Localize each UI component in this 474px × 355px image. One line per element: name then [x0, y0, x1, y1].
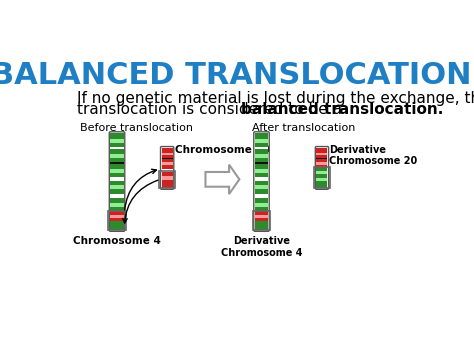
Bar [110, 154, 124, 158]
Text: BALANCED TRANSLOCATION: BALANCED TRANSLOCATION [0, 61, 472, 91]
Bar [255, 185, 268, 189]
Bar [110, 164, 124, 169]
Polygon shape [205, 165, 239, 194]
Bar [110, 139, 124, 143]
Bar [110, 203, 124, 207]
Bar [162, 162, 173, 165]
Bar [314, 167, 330, 188]
Bar [110, 218, 124, 222]
Bar [110, 143, 124, 147]
Bar [110, 162, 124, 164]
Bar [110, 207, 124, 211]
Bar [255, 154, 268, 158]
Bar [255, 133, 268, 139]
Bar [255, 222, 268, 230]
Text: After translocation: After translocation [252, 122, 355, 132]
Bar [110, 147, 124, 149]
Bar [162, 172, 173, 176]
Text: balanced translocation.: balanced translocation. [241, 102, 443, 117]
Text: translocation is considered to be a: translocation is considered to be a [77, 102, 347, 117]
Bar [110, 198, 124, 203]
FancyArrowPatch shape [123, 180, 158, 223]
Bar [255, 211, 268, 215]
Text: If no genetic material is lost during the exchange, the: If no genetic material is lost during th… [77, 91, 474, 106]
Bar [108, 211, 126, 230]
Bar [255, 177, 268, 181]
Text: Chromosome 20: Chromosome 20 [174, 145, 270, 155]
Bar [110, 222, 124, 230]
FancyArrowPatch shape [125, 169, 156, 210]
Bar [255, 173, 268, 177]
Bar [162, 165, 173, 169]
Bar [317, 178, 328, 181]
Bar [255, 169, 268, 173]
Bar [317, 174, 328, 178]
Bar [317, 155, 328, 158]
Bar [110, 194, 124, 198]
Bar [110, 158, 124, 162]
Bar [110, 211, 124, 215]
Bar [255, 143, 268, 147]
Bar [317, 158, 328, 159]
Bar [317, 165, 328, 168]
Bar [255, 215, 268, 218]
Bar [317, 171, 328, 174]
Bar [255, 147, 268, 149]
Bar [110, 133, 124, 139]
Text: Derivative
Chromosome 20: Derivative Chromosome 20 [329, 145, 418, 166]
Bar [110, 185, 124, 189]
Bar [255, 162, 268, 164]
Text: Derivative
Chromosome 4: Derivative Chromosome 4 [221, 236, 302, 258]
Bar [110, 215, 124, 218]
Bar [162, 176, 173, 180]
Bar [162, 159, 173, 162]
Bar [255, 139, 268, 143]
Bar [255, 149, 268, 154]
Bar [255, 181, 268, 185]
Bar [317, 162, 328, 165]
Bar [255, 198, 268, 203]
Bar [317, 181, 328, 188]
Bar [255, 207, 268, 211]
Bar [255, 218, 268, 222]
Bar [110, 169, 124, 173]
Bar [110, 181, 124, 185]
Bar [162, 153, 173, 155]
Bar [162, 148, 173, 153]
Bar [317, 168, 328, 171]
Bar [110, 189, 124, 194]
Text: Chromosome 4: Chromosome 4 [73, 236, 161, 246]
Bar [317, 153, 328, 155]
Bar [255, 158, 268, 162]
Bar [255, 194, 268, 198]
Text: Before translocation: Before translocation [80, 122, 193, 132]
Bar [159, 171, 175, 188]
Bar [110, 149, 124, 154]
Bar [162, 158, 173, 159]
Bar [162, 155, 173, 158]
Bar [162, 180, 173, 188]
Bar [110, 177, 124, 181]
Bar [110, 173, 124, 177]
Bar [255, 189, 268, 194]
Bar [253, 211, 270, 230]
Bar [255, 164, 268, 169]
Bar [317, 159, 328, 162]
Bar [317, 148, 328, 153]
Bar [162, 169, 173, 172]
Bar [255, 203, 268, 207]
